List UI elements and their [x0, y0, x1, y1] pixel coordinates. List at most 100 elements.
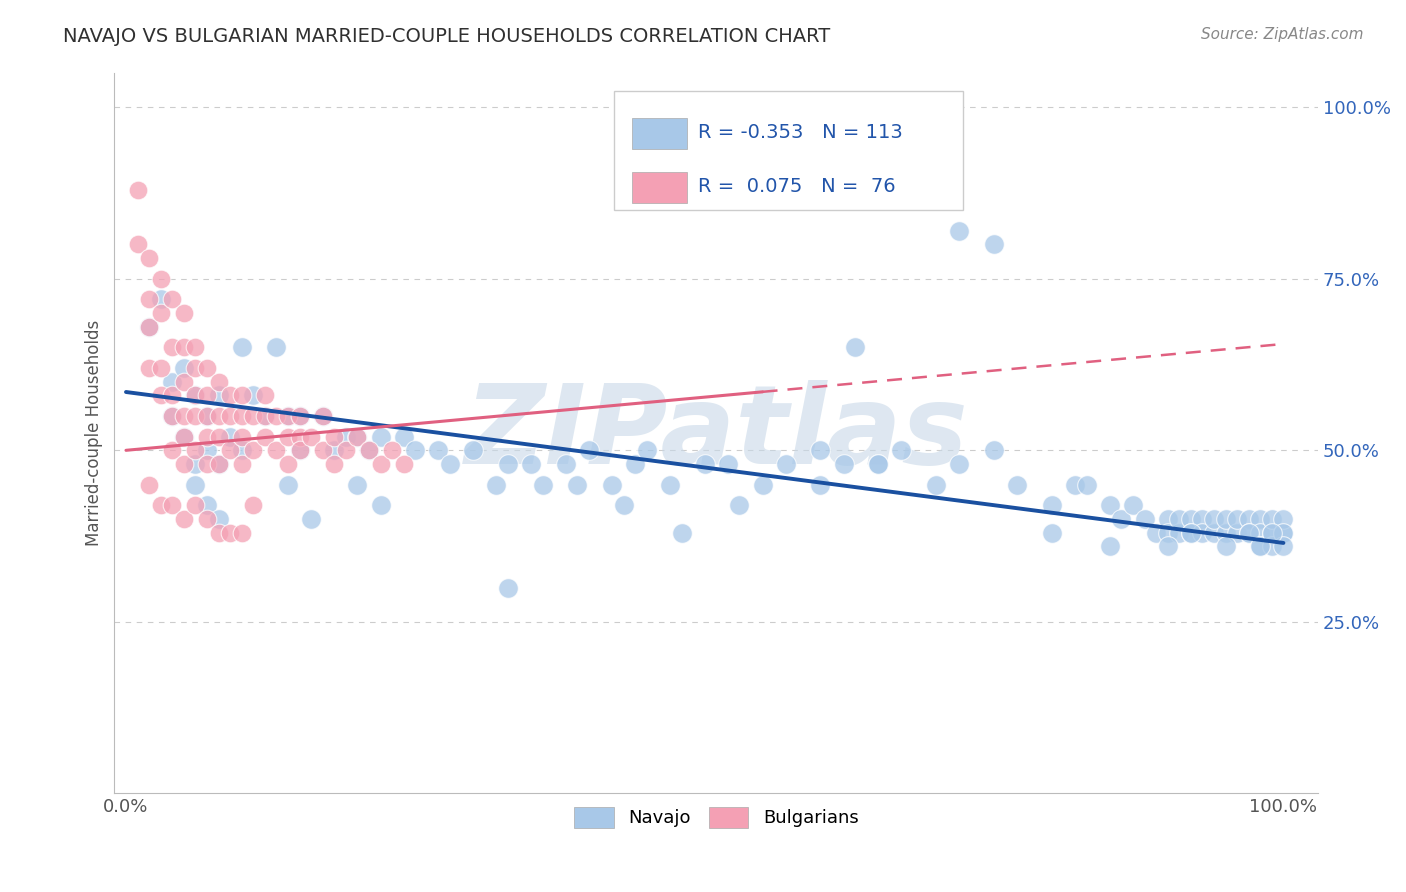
Point — [624, 457, 647, 471]
Point — [277, 429, 299, 443]
Point — [1191, 512, 1213, 526]
Point — [288, 409, 311, 423]
Point — [370, 457, 392, 471]
Point — [312, 409, 335, 423]
Point — [693, 457, 716, 471]
Point — [195, 443, 218, 458]
Point — [531, 477, 554, 491]
Point — [312, 409, 335, 423]
Point — [554, 457, 576, 471]
Point — [1180, 525, 1202, 540]
Point — [1237, 512, 1260, 526]
Point — [520, 457, 543, 471]
Point — [775, 457, 797, 471]
Point — [1168, 525, 1191, 540]
Point — [207, 409, 229, 423]
Point — [207, 388, 229, 402]
Point — [1156, 525, 1178, 540]
Point — [1261, 525, 1284, 540]
Point — [890, 443, 912, 458]
Point — [1272, 540, 1295, 554]
Point — [242, 409, 264, 423]
Point — [392, 429, 415, 443]
Point — [253, 409, 276, 423]
Point — [335, 429, 357, 443]
Point — [1133, 512, 1156, 526]
Point — [173, 429, 195, 443]
Point — [346, 477, 368, 491]
Point — [1261, 540, 1284, 554]
FancyBboxPatch shape — [633, 171, 688, 203]
FancyBboxPatch shape — [614, 91, 963, 210]
Point — [231, 340, 253, 354]
Point — [983, 237, 1005, 252]
Point — [231, 457, 253, 471]
Point — [323, 457, 346, 471]
Point — [323, 429, 346, 443]
Point — [671, 525, 693, 540]
Point — [613, 498, 636, 512]
Point — [1144, 525, 1167, 540]
Point — [1272, 525, 1295, 540]
Point — [578, 443, 600, 458]
Point — [370, 498, 392, 512]
Point — [253, 388, 276, 402]
Point — [242, 498, 264, 512]
FancyBboxPatch shape — [633, 118, 688, 149]
Point — [728, 498, 751, 512]
Point — [266, 340, 288, 354]
Point — [1040, 498, 1063, 512]
Text: NAVAJO VS BULGARIAN MARRIED-COUPLE HOUSEHOLDS CORRELATION CHART: NAVAJO VS BULGARIAN MARRIED-COUPLE HOUSE… — [63, 27, 831, 45]
Point — [173, 361, 195, 376]
Point — [1098, 498, 1121, 512]
Point — [173, 457, 195, 471]
Point — [810, 477, 832, 491]
Point — [1226, 525, 1249, 540]
Point — [219, 429, 242, 443]
Point — [149, 361, 172, 376]
Point — [983, 443, 1005, 458]
Point — [496, 457, 519, 471]
Point — [1261, 525, 1284, 540]
Point — [173, 375, 195, 389]
Point — [636, 443, 658, 458]
Point — [1098, 540, 1121, 554]
Point — [277, 477, 299, 491]
Point — [277, 409, 299, 423]
Point — [138, 319, 160, 334]
Point — [162, 375, 184, 389]
Point — [253, 409, 276, 423]
Point — [1215, 525, 1237, 540]
Text: Source: ZipAtlas.com: Source: ZipAtlas.com — [1201, 27, 1364, 42]
Point — [346, 429, 368, 443]
Point — [149, 306, 172, 320]
Point — [173, 409, 195, 423]
Point — [323, 443, 346, 458]
Point — [195, 429, 218, 443]
Point — [184, 477, 207, 491]
Point — [1249, 525, 1271, 540]
Point — [162, 443, 184, 458]
Point — [1168, 512, 1191, 526]
Point — [195, 409, 218, 423]
Point — [184, 443, 207, 458]
Point — [195, 512, 218, 526]
Point — [1040, 525, 1063, 540]
Point — [948, 457, 970, 471]
Point — [832, 457, 855, 471]
Point — [219, 525, 242, 540]
Point — [1249, 540, 1271, 554]
Point — [844, 340, 866, 354]
Point — [195, 498, 218, 512]
Point — [1202, 512, 1225, 526]
Point — [231, 388, 253, 402]
Point — [1272, 525, 1295, 540]
Point — [1272, 512, 1295, 526]
Point — [288, 409, 311, 423]
Point — [277, 409, 299, 423]
Point — [1111, 512, 1133, 526]
Point — [219, 443, 242, 458]
Text: R = -0.353   N = 113: R = -0.353 N = 113 — [699, 123, 903, 142]
Point — [1156, 540, 1178, 554]
Point — [242, 443, 264, 458]
